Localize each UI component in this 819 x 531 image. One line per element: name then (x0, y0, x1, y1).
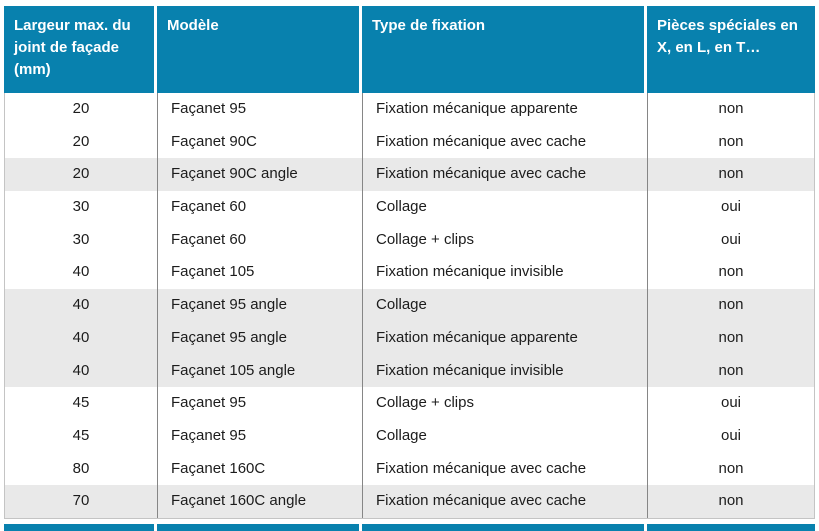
cell-pieces-speciales: non (647, 452, 814, 486)
cell-modele: Façanet 95 (157, 93, 362, 126)
cell-largeur: 30 (72, 230, 90, 248)
cell-fixation: Fixation mécanique avec cache (362, 158, 647, 192)
cell-pieces-speciales: non (647, 289, 814, 322)
cell-largeur: 20 (72, 165, 90, 183)
cell-modele: Façanet 105 angle (157, 354, 362, 388)
cell-pieces-speciales: oui (647, 387, 814, 420)
cell-fixation: Collage + clips (362, 223, 647, 257)
cell-largeur: 30 (72, 198, 90, 216)
cell-largeur: 45 (72, 394, 90, 412)
table-row: 45 Façanet 95 Collage oui (5, 419, 814, 453)
cell-pieces-speciales: non (647, 93, 814, 126)
table-row: 20 Façanet 90C Fixation mécanique avec cac… (5, 125, 814, 159)
cell-pieces-speciales: non (647, 256, 814, 290)
next-header-segment (157, 524, 359, 531)
column-header-pieces-speciales: Pièces spéciales en X, en L, en T… (647, 6, 815, 93)
next-header-segment (647, 524, 815, 531)
next-header-segment (362, 524, 644, 531)
cell-pieces-speciales: oui (647, 223, 814, 257)
cell-fixation: Collage + clips (362, 387, 647, 420)
cell-modele: Façanet 60 (157, 223, 362, 257)
cell-modele: Façanet 95 (157, 387, 362, 420)
cell-fixation: Fixation mécanique avec cache (362, 452, 647, 486)
cell-fixation: Collage (362, 191, 647, 224)
cell-pieces-speciales: non (647, 354, 814, 388)
table-row: 40 Façanet 105 Fixation mécanique invisibl… (5, 256, 814, 290)
cell-pieces-speciales: non (647, 485, 814, 518)
product-table: Largeur max. du joint de façade (mm) Mod… (4, 6, 815, 519)
table-header-row: Largeur max. du joint de façade (mm) Mod… (4, 6, 815, 93)
cell-largeur: 40 (72, 328, 90, 346)
next-table-header-strip (4, 524, 815, 531)
cell-largeur: 20 (72, 132, 90, 150)
cell-pieces-speciales: oui (647, 191, 814, 224)
cell-fixation: Collage (362, 289, 647, 322)
cell-modele: Façanet 90C angle (157, 158, 362, 192)
cell-modele: Façanet 90C (157, 125, 362, 159)
cell-pieces-speciales: oui (647, 419, 814, 453)
cell-modele: Façanet 95 (157, 419, 362, 453)
cell-pieces-speciales: non (647, 321, 814, 355)
table-row: 45 Façanet 95 Collage + clips oui (5, 387, 814, 420)
table-row: 30 Façanet 60 Collage oui (5, 191, 814, 224)
table-row: 70 Façanet 160C angle Fixation mécanique a… (5, 485, 814, 518)
next-header-segment (4, 524, 154, 531)
cell-modele: Façanet 60 (157, 191, 362, 224)
cell-fixation: Fixation mécanique apparente (362, 93, 647, 126)
cell-largeur: 70 (72, 492, 90, 510)
cell-pieces-speciales: non (647, 158, 814, 192)
cell-pieces-speciales: non (647, 125, 814, 159)
cell-modele: Façanet 95 angle (157, 289, 362, 322)
table-body: 20 Façanet 95 Fixation mécanique apparente… (4, 93, 815, 519)
table-row: 40 Façanet 95 angle Fixation mécanique app… (5, 321, 814, 355)
cell-fixation: Fixation mécanique avec cache (362, 125, 647, 159)
column-header-largeur-joint: Largeur max. du joint de façade (mm) (4, 6, 154, 93)
cell-fixation: Fixation mécanique apparente (362, 321, 647, 355)
table-row: 40 Façanet 95 angle Collage non (5, 289, 814, 322)
cell-largeur: 40 (72, 361, 90, 379)
cell-largeur: 40 (72, 263, 90, 281)
cell-modele: Façanet 160C (157, 452, 362, 486)
cell-largeur: 40 (72, 296, 90, 314)
column-header-modele: Modèle (157, 6, 359, 93)
cell-largeur: 45 (72, 426, 90, 444)
cell-fixation: Fixation mécanique avec cache (362, 485, 647, 518)
cell-fixation: Fixation mécanique invisible (362, 256, 647, 290)
table-row: 20 Façanet 90C angle Fixation mécanique av… (5, 158, 814, 192)
cell-fixation: Fixation mécanique invisible (362, 354, 647, 388)
cell-modele: Façanet 160C angle (157, 485, 362, 518)
table-row: 40 Façanet 105 angle Fixation mécanique in… (5, 354, 814, 388)
table-row: 80 Façanet 160C Fixation mécanique avec ca… (5, 452, 814, 486)
cell-fixation: Collage (362, 419, 647, 453)
cell-largeur: 80 (72, 459, 90, 477)
cell-modele: Façanet 105 (157, 256, 362, 290)
table-row: 20 Façanet 95 Fixation mécanique apparente… (5, 93, 814, 126)
cell-modele: Façanet 95 angle (157, 321, 362, 355)
column-header-type-fixation: Type de fixation (362, 6, 644, 93)
cell-largeur: 20 (72, 100, 90, 117)
table-row: 30 Façanet 60 Collage + clips oui (5, 223, 814, 257)
